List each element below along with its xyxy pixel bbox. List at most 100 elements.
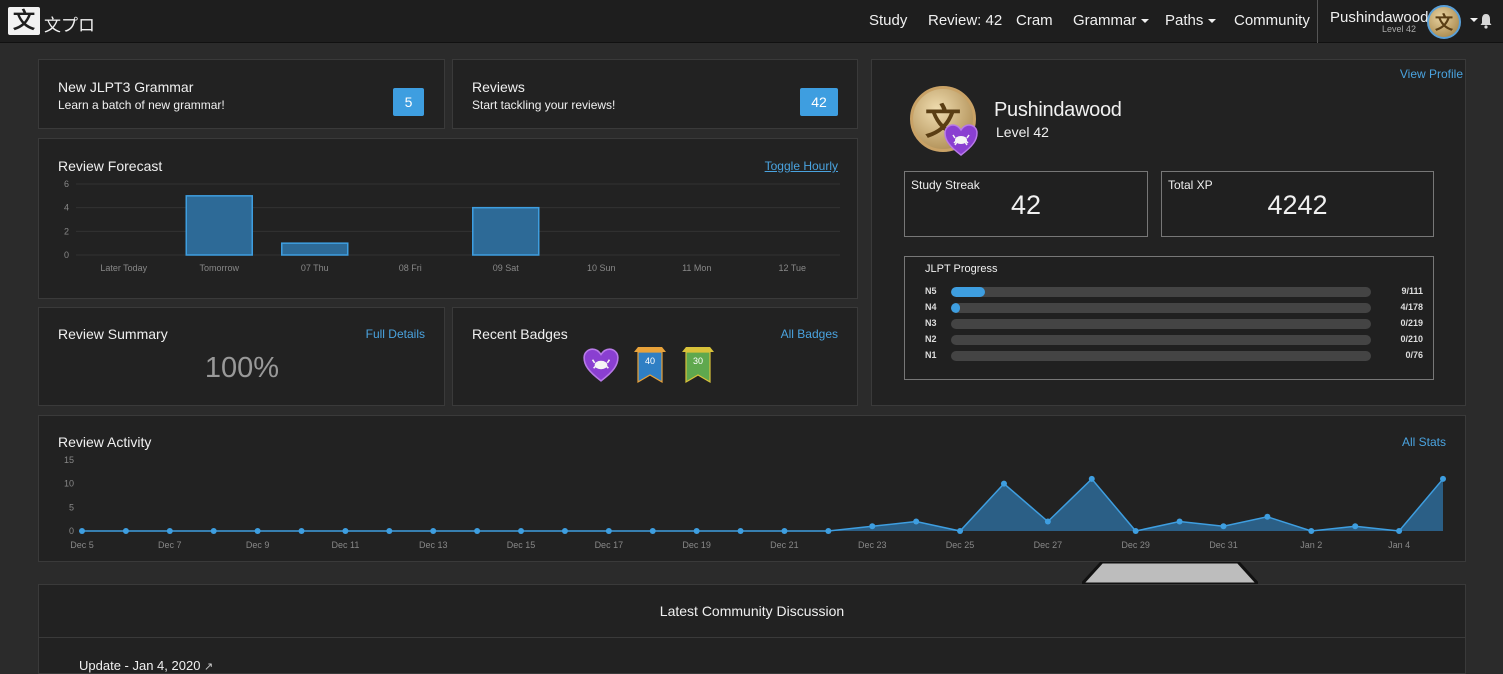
- activity-point[interactable]: [1440, 475, 1446, 482]
- activity-point[interactable]: [166, 528, 173, 534]
- activity-point[interactable]: [1044, 518, 1051, 525]
- jlpt-progress-bar: [951, 335, 1371, 345]
- activity-point[interactable]: [298, 528, 305, 534]
- activity-point[interactable]: [869, 523, 876, 530]
- all-badges-link[interactable]: All Badges: [780, 327, 838, 341]
- jlpt-count: 0/76: [1405, 350, 1423, 360]
- activity-point[interactable]: [913, 518, 920, 525]
- activity-point[interactable]: [561, 528, 568, 534]
- activity-point[interactable]: [1000, 480, 1007, 487]
- new-grammar-count-badge[interactable]: 5: [393, 88, 424, 116]
- nav-review[interactable]: Review: 42: [928, 12, 1003, 29]
- activity-point[interactable]: [1352, 523, 1359, 530]
- review-summary-panel: Review Summary Full Details 100%: [38, 307, 445, 406]
- toggle-hourly-link[interactable]: Toggle Hourly: [764, 159, 838, 173]
- activity-point[interactable]: [1088, 475, 1095, 482]
- activity-y-tick: 15: [64, 455, 74, 465]
- activity-point[interactable]: [1132, 528, 1139, 534]
- chevron-down-icon[interactable]: [1470, 18, 1478, 22]
- new-grammar-title[interactable]: New JLPT3 Grammar: [58, 79, 194, 95]
- activity-point[interactable]: [430, 528, 437, 534]
- new-grammar-card[interactable]: New JLPT3 Grammar Learn a batch of new g…: [38, 59, 445, 129]
- forecast-x-label: 10 Sun: [587, 263, 616, 273]
- activity-point[interactable]: [693, 528, 700, 534]
- nav-grammar[interactable]: Grammar: [1073, 12, 1150, 29]
- activity-x-label: Dec 15: [507, 540, 536, 550]
- activity-chart: 15 10 5 0 Dec 5 Dec 7 Dec 9 Dec 11 Dec 13 Dec 15 D…: [64, 455, 1446, 550]
- activity-point[interactable]: [342, 528, 349, 534]
- activity-point[interactable]: [122, 528, 129, 534]
- activity-x-label: Dec 29: [1121, 540, 1150, 550]
- activity-x-label: Dec 19: [682, 540, 711, 550]
- nav-paths[interactable]: Paths: [1165, 12, 1217, 29]
- jlpt-progress-box: JLPT Progress N5 9/111 N4 4/178 N3 0/219 N2 0/2…: [904, 256, 1434, 380]
- activity-point[interactable]: [518, 528, 525, 534]
- crab-heart-badge-icon[interactable]: [582, 346, 620, 384]
- activity-x-label: Jan 4: [1388, 540, 1410, 550]
- reviews-title[interactable]: Reviews: [472, 79, 525, 95]
- nav-username[interactable]: Pushindawood: [1330, 9, 1429, 26]
- crab-heart-badge-icon: [944, 124, 978, 156]
- nav-study[interactable]: Study: [869, 12, 908, 29]
- activity-point[interactable]: [210, 528, 217, 534]
- activity-point[interactable]: [1220, 523, 1227, 530]
- ribbon-40-badge-icon[interactable]: 40: [632, 346, 668, 384]
- activity-x-label: Dec 17: [595, 540, 624, 550]
- jlpt-progress-bar: [951, 303, 1371, 313]
- top-navbar: 文 文プロ Study Review: 42 Cram Grammar Path…: [0, 0, 1503, 43]
- ribbon-30-badge-icon[interactable]: 30: [680, 346, 716, 384]
- forecast-y-tick: 0: [64, 250, 69, 260]
- badge-40-label: 40: [645, 356, 655, 366]
- activity-point[interactable]: [737, 528, 744, 534]
- activity-point[interactable]: [79, 528, 85, 534]
- full-details-link[interactable]: Full Details: [365, 327, 425, 341]
- logo-text[interactable]: 文プロ: [44, 16, 95, 36]
- activity-point[interactable]: [1176, 518, 1183, 525]
- forecast-x-label: 08 Fri: [399, 263, 422, 273]
- activity-point[interactable]: [1396, 528, 1403, 534]
- reviews-card[interactable]: Reviews Start tackling your reviews! 42: [452, 59, 858, 129]
- activity-point[interactable]: [957, 528, 964, 534]
- forecast-bar[interactable]: [281, 242, 349, 256]
- activity-x-label: Jan 2: [1300, 540, 1322, 550]
- activity-point[interactable]: [781, 528, 788, 534]
- activity-point[interactable]: [474, 528, 481, 534]
- jlpt-count: 0/219: [1400, 318, 1423, 328]
- community-post-title: Update - Jan 4, 2020: [79, 658, 201, 673]
- activity-x-label: Dec 25: [946, 540, 975, 550]
- jlpt-level-label: N3: [925, 318, 937, 328]
- activity-y-tick: 0: [69, 526, 74, 536]
- jlpt-level-label: N5: [925, 286, 937, 296]
- logo-icon[interactable]: 文: [8, 7, 40, 35]
- activity-y-tick: 10: [64, 479, 74, 489]
- jlpt-level-label: N1: [925, 350, 937, 360]
- activity-point[interactable]: [649, 528, 656, 534]
- all-stats-link[interactable]: All Stats: [1401, 435, 1446, 449]
- activity-point[interactable]: [254, 528, 261, 534]
- chevron-down-icon: [1141, 19, 1150, 24]
- activity-line: [82, 477, 1444, 532]
- jlpt-progress-bar: [951, 319, 1371, 329]
- activity-point[interactable]: [386, 528, 393, 534]
- activity-point[interactable]: [1308, 528, 1315, 534]
- activity-x-label: Dec 11: [331, 540, 359, 550]
- forecast-x-label: Later Today: [100, 263, 147, 273]
- profile-panel: View Profile 文 Pushindawood Level 42 Stu…: [871, 59, 1466, 406]
- view-profile-link[interactable]: View Profile: [1399, 67, 1463, 81]
- recent-badges-panel: Recent Badges All Badges 40 30: [452, 307, 858, 406]
- community-post-link[interactable]: Update - Jan 4, 2020 ↗: [79, 658, 213, 673]
- reviews-count-badge[interactable]: 42: [800, 88, 838, 116]
- activity-x-label: Dec 23: [858, 540, 887, 550]
- forecast-bar[interactable]: [472, 206, 540, 256]
- activity-x-label: Dec 13: [419, 540, 448, 550]
- nav-community[interactable]: Community: [1234, 12, 1310, 29]
- avatar[interactable]: 文: [1427, 5, 1461, 39]
- activity-point[interactable]: [1264, 513, 1271, 520]
- forecast-bar[interactable]: [185, 195, 253, 256]
- forecast-x-label: 09 Sat: [493, 263, 520, 273]
- bell-icon[interactable]: [1479, 13, 1493, 29]
- nav-cram[interactable]: Cram: [1016, 12, 1053, 29]
- activity-point[interactable]: [825, 528, 832, 534]
- total-xp-label: Total XP: [1168, 178, 1213, 192]
- activity-point[interactable]: [605, 528, 612, 534]
